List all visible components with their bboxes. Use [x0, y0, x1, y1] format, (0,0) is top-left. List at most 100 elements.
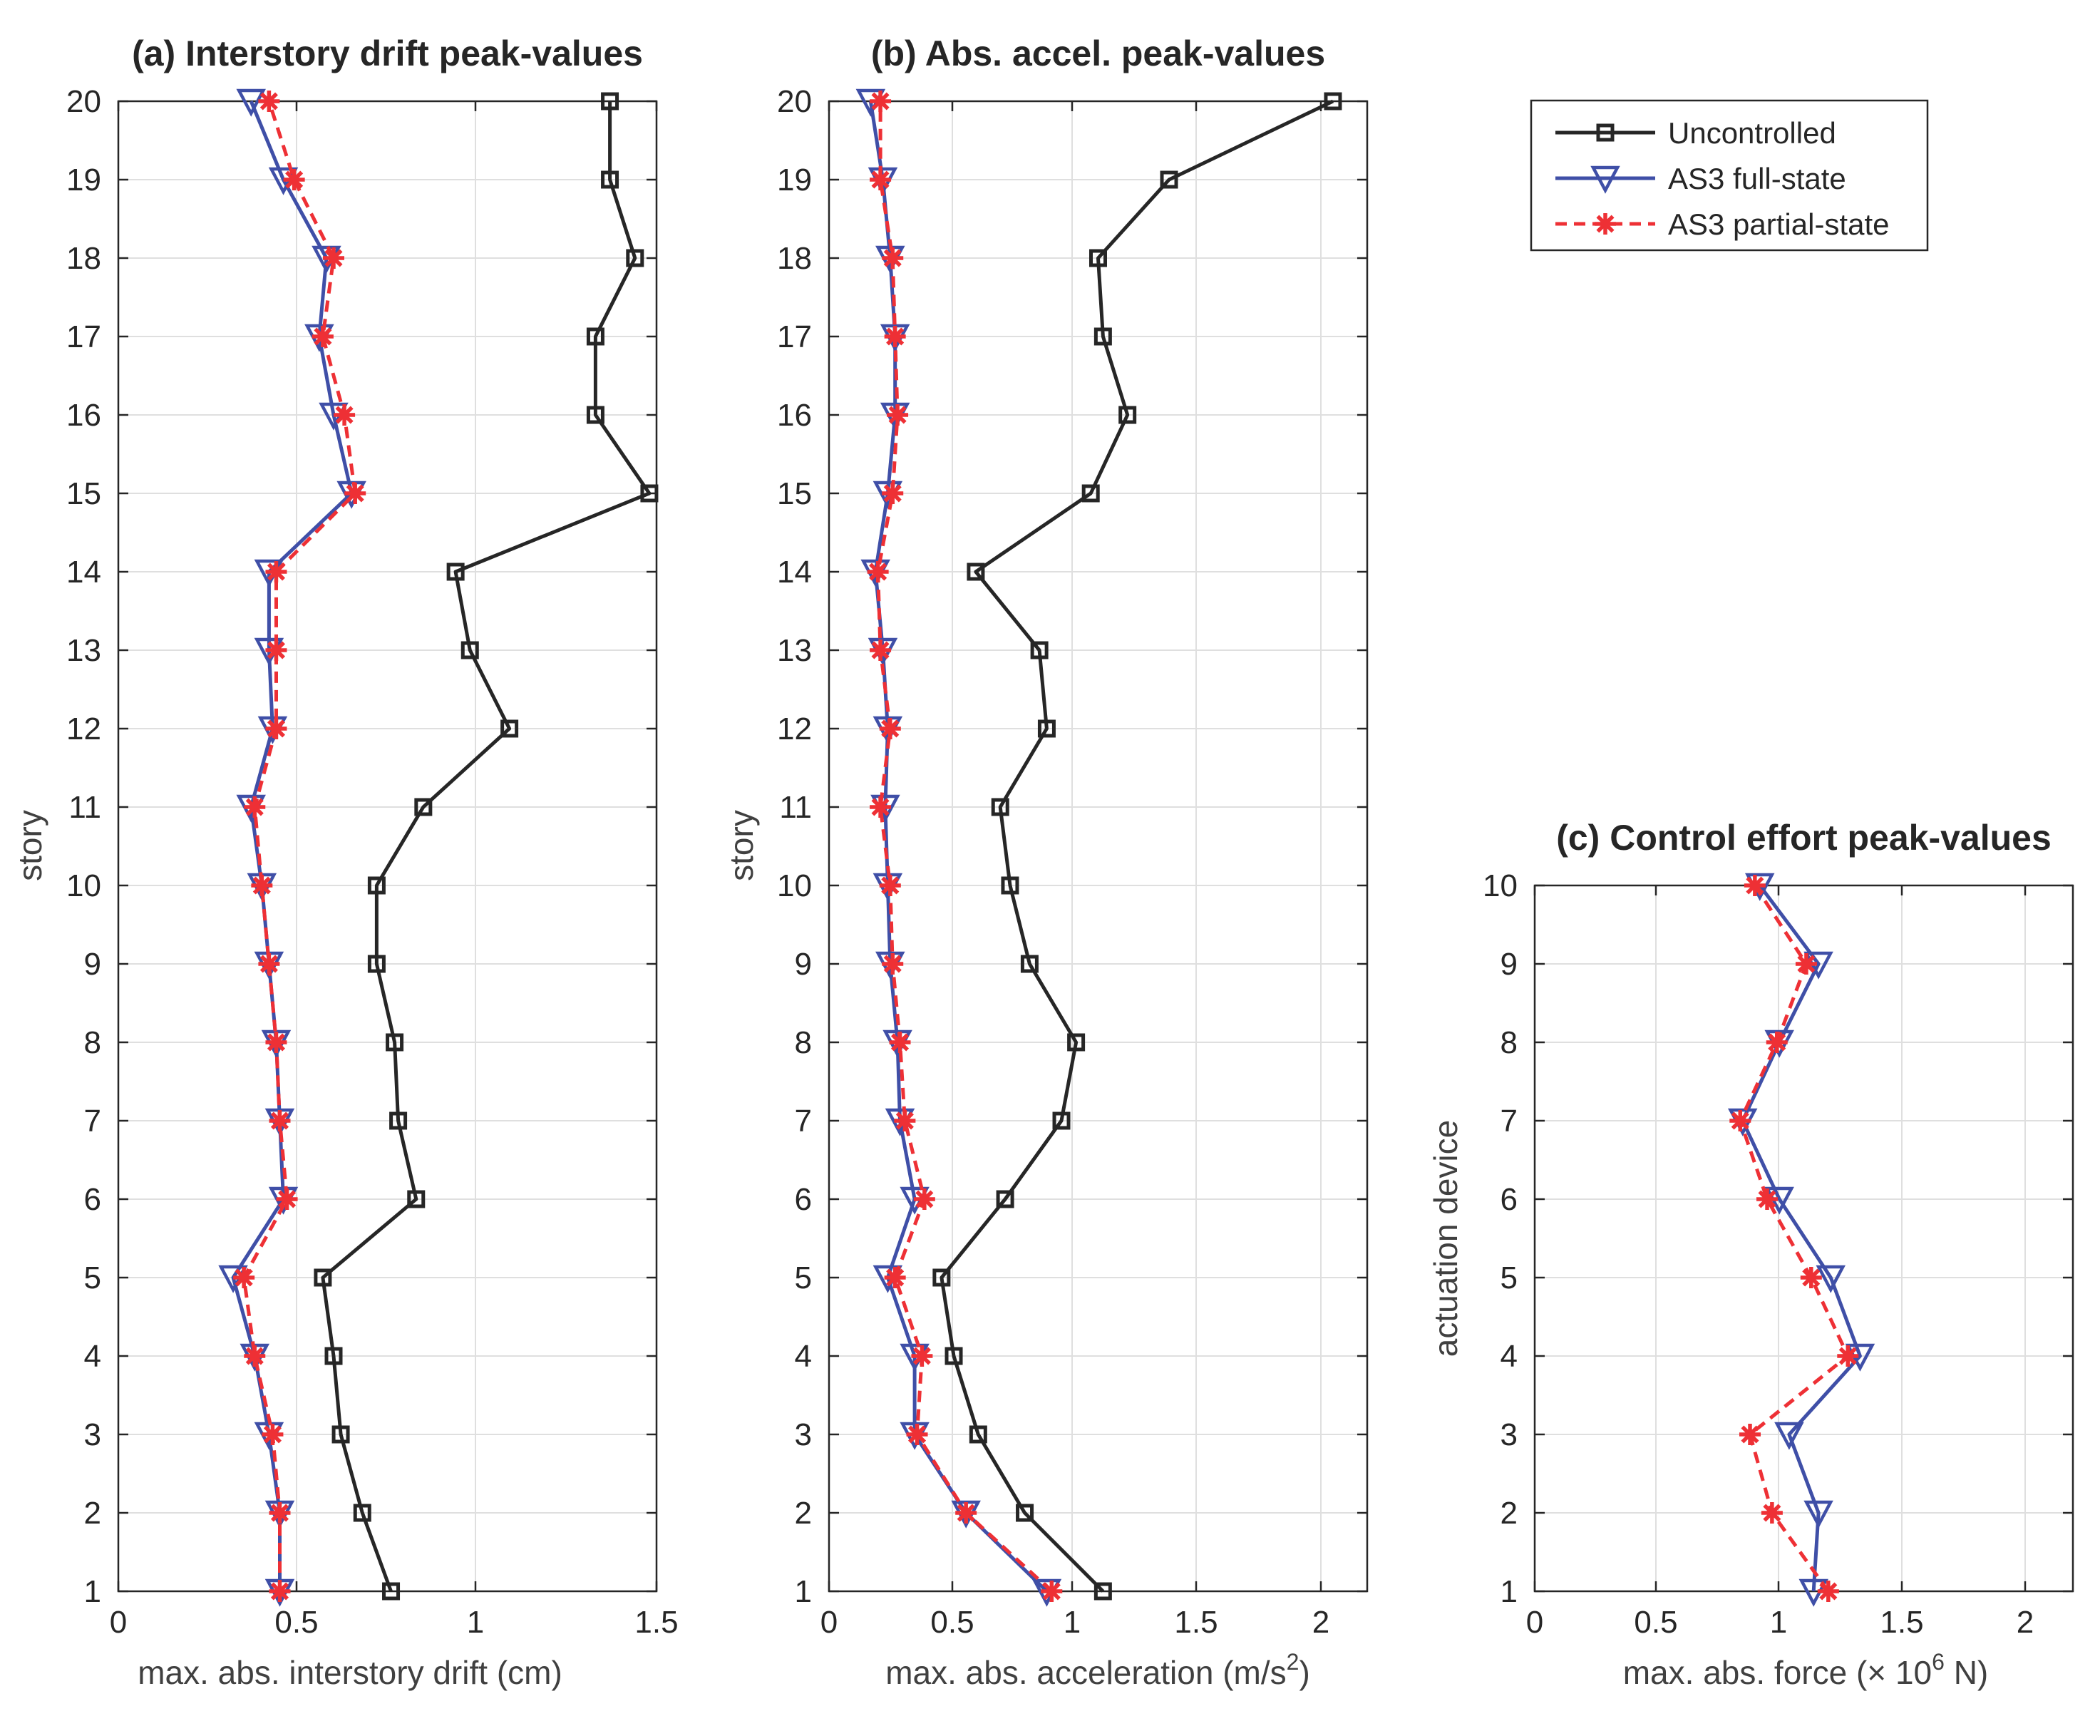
data-point: [626, 249, 644, 267]
data-point: [1729, 1110, 1751, 1131]
data-point: [367, 955, 386, 973]
data-point: [460, 641, 479, 659]
y-tick-label: 15: [66, 476, 101, 511]
y-tick-label: 10: [777, 868, 812, 903]
x-axis-label-part: 10: [1886, 1654, 1932, 1691]
data-point: [265, 718, 287, 739]
data-point: [601, 170, 619, 189]
data-point: [276, 1188, 298, 1210]
data-point: [1020, 955, 1039, 973]
x-tick-label: 0: [110, 1605, 127, 1640]
x-axis-label-part: 6: [1932, 1649, 1945, 1675]
data-point: [1052, 1111, 1071, 1130]
x-axis-label-part: ): [1299, 1654, 1309, 1691]
series-as3-partial-state: [1729, 875, 1859, 1602]
x-axis-label: max. abs. acceleration (m/s2): [885, 1649, 1310, 1691]
x-axis-label: max. abs. interstory drift (cm): [138, 1654, 562, 1691]
data-point: [353, 1504, 371, 1522]
y-tick-label: 3: [84, 1417, 101, 1452]
y-tick-label: 5: [795, 1260, 812, 1295]
y-tick-label: 20: [777, 84, 812, 119]
y-tick-label: 20: [66, 84, 101, 119]
y-tick-label: 14: [66, 555, 101, 590]
x-tick-label: 2: [1312, 1605, 1329, 1640]
data-point: [996, 1190, 1014, 1208]
data-point: [894, 1110, 916, 1131]
data-point: [967, 563, 985, 581]
x-tick-label: 0.5: [274, 1605, 318, 1640]
chart-title: (b) Abs. accel. peak-values: [871, 34, 1325, 73]
axes-frame: [828, 100, 1369, 1593]
data-point: [1766, 1032, 1788, 1053]
chart-title: (a) Interstory drift peak-values: [132, 34, 643, 73]
y-tick-label: 10: [1483, 868, 1518, 903]
legend-label: AS3 partial-state: [1668, 207, 1890, 241]
y-tick-label: 3: [795, 1417, 812, 1452]
data-point: [586, 327, 604, 346]
data-point: [344, 483, 366, 504]
data-point: [1800, 1267, 1822, 1288]
data-point: [1037, 719, 1056, 738]
x-tick-label: 0.5: [930, 1605, 974, 1640]
y-tick-label: 12: [66, 712, 101, 746]
legend: Uncontrolled AS3 full-state AS3 partial-st…: [1530, 99, 1929, 252]
x-axis-label-part: max. abs. force (: [1623, 1654, 1868, 1691]
legend-marker: [1596, 123, 1615, 142]
data-point: [932, 1268, 951, 1287]
legend-label: AS3 full-state: [1668, 162, 1846, 195]
y-tick-label: 9: [84, 947, 101, 982]
data-point: [269, 1110, 291, 1131]
y-tick-label: 18: [66, 241, 101, 276]
y-tick-label: 6: [1501, 1182, 1518, 1217]
data-point: [1817, 1581, 1839, 1602]
y-tick-label: 19: [777, 163, 812, 197]
data-point: [1081, 484, 1100, 503]
x-tick-label: 1: [467, 1605, 484, 1640]
data-point: [1774, 1422, 1804, 1450]
legend-marker: [1590, 165, 1620, 194]
data-point: [906, 1424, 928, 1445]
legend-label: Uncontrolled: [1668, 116, 1836, 150]
series-line: [1741, 884, 1862, 1592]
x-tick-label: 0: [820, 1605, 838, 1640]
data-point: [323, 247, 344, 269]
data-point: [882, 953, 904, 975]
x-tick-label: 1.5: [1880, 1605, 1923, 1640]
y-tick-label: 17: [777, 319, 812, 354]
y-tick-label: 18: [777, 241, 812, 276]
data-point: [334, 404, 356, 426]
y-tick-label: 6: [84, 1182, 101, 1217]
y-tick-label: 4: [1501, 1339, 1518, 1374]
series-as3-partial-state: [233, 91, 366, 1602]
data-point: [258, 953, 280, 975]
series-as3-partial-state: [867, 91, 1063, 1602]
y-tick-label: 13: [777, 633, 812, 668]
data-point: [251, 875, 273, 896]
data-point: [870, 91, 892, 112]
series-as3-full-state: [1727, 873, 1875, 1607]
data-point: [367, 876, 386, 895]
x-axis-label-part: ×: [1867, 1654, 1886, 1691]
data-point: [1030, 641, 1049, 659]
y-tick-label: 15: [777, 476, 812, 511]
data-point: [1001, 876, 1019, 895]
data-point: [1093, 327, 1112, 346]
data-point: [446, 563, 465, 581]
y-axis-label: actuation device: [1427, 1120, 1464, 1357]
data-point: [1118, 406, 1137, 424]
data-point: [969, 1425, 987, 1444]
data-point: [601, 92, 619, 111]
data-point: [262, 1424, 284, 1445]
data-point: [236, 88, 266, 117]
x-tick-label: 2: [2017, 1605, 2034, 1640]
data-point: [314, 1268, 332, 1287]
panel-a-interstory-drift: 0 0.5 1 1.51234567891011121314151617181920(…: [11, 34, 679, 1691]
y-axis-label: story: [11, 810, 48, 881]
series-uncontrolled: [932, 92, 1342, 1601]
y-tick-label: 7: [1501, 1104, 1518, 1139]
data-point: [882, 247, 904, 269]
y-tick-label: 19: [66, 163, 101, 197]
y-tick-label: 14: [777, 555, 812, 590]
series-line: [1738, 884, 1850, 1593]
y-tick-label: 11: [779, 790, 812, 825]
